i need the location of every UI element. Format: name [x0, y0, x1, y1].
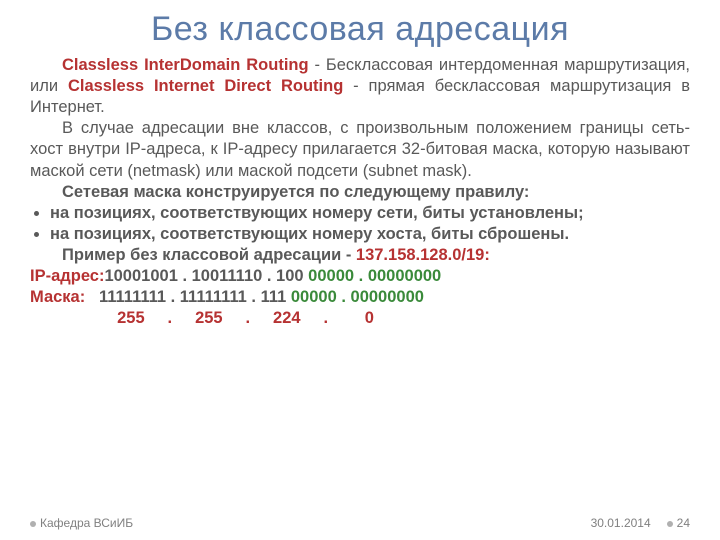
footer-dept: Кафедра ВСиИБ	[30, 516, 133, 530]
rule-1: на позициях, соответствующих номеру сети…	[50, 203, 690, 224]
ip-address-row: IP-адрес:10001001 . 10011110 . 100 00000…	[30, 266, 690, 287]
ip-host-bits: 00000 . 00000000	[304, 267, 442, 285]
ip-label: IP-адрес:	[30, 267, 104, 285]
p4-s1: Пример без классовой адресации -	[62, 246, 356, 264]
slide-title: Без классовая адресация	[30, 10, 690, 49]
decimal-mask-row: 255 . 255 . 224 . 0	[30, 308, 690, 329]
paragraph-4: Пример без классовой адресации - 137.158…	[30, 245, 690, 266]
footer-date: 30.01.2014	[591, 516, 651, 530]
p4-cidr-address: 137.158.128.0/19:	[356, 246, 490, 264]
footer-bullet-icon	[667, 521, 673, 527]
slide-footer: Кафедра ВСиИБ 30.01.2014 24	[30, 516, 690, 530]
mask-host-bits: 00000 . 00000000	[286, 288, 424, 306]
mask-row: Маска: 11111111 . 11111111 . 111 00000 .…	[30, 287, 690, 308]
dec-pad	[30, 309, 117, 327]
rule-2: на позициях, соответствующих номеру хост…	[50, 224, 690, 245]
dec-text: 255 . 255 . 224 . 0	[117, 309, 374, 327]
rules-list: на позициях, соответствующих номеру сети…	[30, 203, 690, 245]
mask-label: Маска:	[30, 288, 85, 306]
paragraph-3: Сетевая маска конструируется по следующе…	[30, 182, 690, 203]
mask-pad	[85, 288, 99, 306]
footer-bullet-icon	[30, 521, 36, 527]
term-cidr: Classless InterDomain Routing	[62, 56, 309, 74]
mask-net-bits: 11111111 . 11111111 . 111	[99, 288, 286, 306]
paragraph-2: В случае адресации вне классов, с произв…	[30, 118, 690, 181]
term-cidr2: Classless Internet Direct Routing	[68, 77, 343, 95]
slide-body: Classless InterDomain Routing - Бескласс…	[30, 55, 690, 329]
ip-net-bits: 10001001 . 10011110 . 100	[104, 267, 303, 285]
paragraph-1: Classless InterDomain Routing - Бескласс…	[30, 55, 690, 118]
footer-page: 24	[667, 516, 690, 530]
